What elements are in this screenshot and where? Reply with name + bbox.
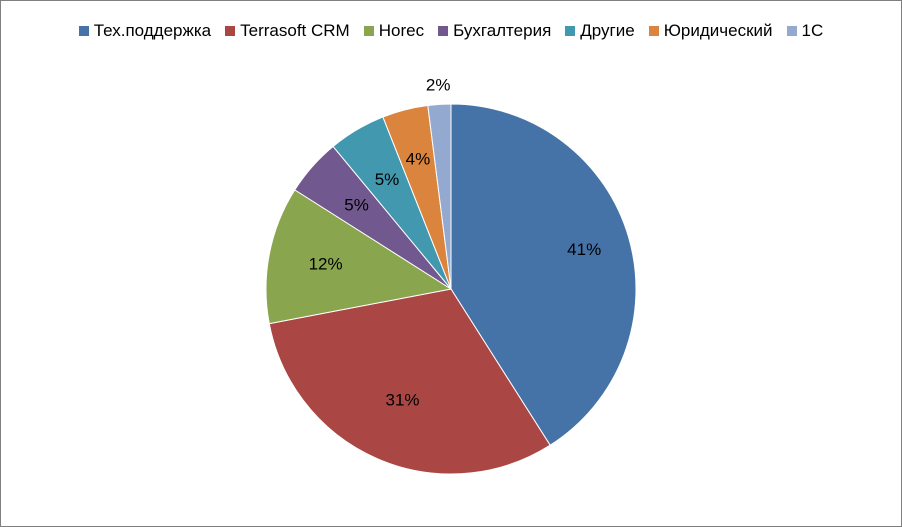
legend-swatch — [565, 26, 576, 36]
slice-data-label: 5% — [344, 195, 369, 214]
pie-slice — [268, 288, 551, 475]
legend-item: Horec — [363, 21, 425, 41]
legend-swatch — [648, 26, 659, 36]
slice-data-label: 31% — [385, 391, 419, 410]
pie-slice — [450, 103, 637, 446]
legend-label: Другие — [580, 21, 635, 40]
legend-item: Terrasoft CRM — [225, 21, 350, 41]
slice-data-label: 12% — [309, 255, 343, 274]
legend-swatch — [786, 26, 797, 36]
legend-item: Юридический — [648, 21, 773, 41]
legend-swatch — [363, 26, 374, 36]
legend-swatch — [225, 26, 236, 36]
legend-label: 1C — [801, 21, 824, 40]
legend-label: Terrasoft CRM — [240, 21, 350, 40]
legend-label: Тех.поддержка — [93, 21, 212, 40]
pie-slice — [427, 103, 452, 290]
legend-item: 1C — [786, 21, 824, 41]
pie-slice — [265, 189, 453, 325]
slice-data-label: 4% — [406, 149, 431, 168]
legend-item: Другие — [565, 21, 635, 41]
slice-data-label: 5% — [375, 170, 400, 189]
legend-swatch — [78, 26, 89, 36]
legend-item: Бухгалтерия — [438, 21, 551, 41]
legend-label: Юридический — [663, 21, 773, 40]
legend-label: Бухгалтерия — [453, 21, 552, 40]
legend-swatch — [438, 26, 449, 36]
chart-legend: Тех.поддержка Terrasoft CRM Horec Бухгалтер… — [1, 21, 901, 41]
slice-data-label: 41% — [567, 240, 601, 259]
slice-data-label: 2% — [426, 75, 451, 94]
legend-label: Horec — [378, 21, 425, 40]
legend-item: Тех.поддержка — [78, 21, 212, 41]
